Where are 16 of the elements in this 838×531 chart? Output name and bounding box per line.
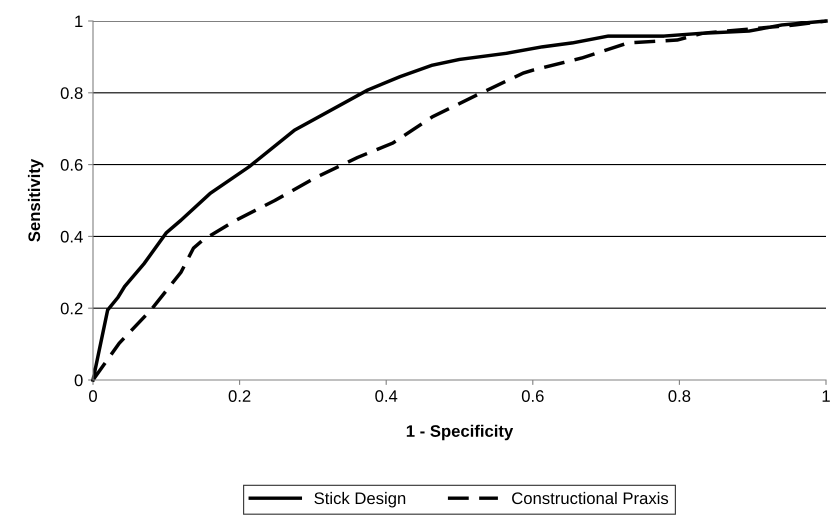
x-tick-label: 0.2 [228,390,250,402]
y-tick-label: 0.2 [60,302,82,314]
x-tick-label: 0.6 [522,390,544,402]
y-tick-label: 0.8 [60,87,83,100]
x-tick-label: 0.4 [375,390,398,402]
y-tick-label: 0.4 [60,230,83,243]
y-axis-title: Sensitivity [28,158,44,242]
legend-label: Stick Design [314,492,406,508]
legend-label: Constructional Praxis [512,492,668,504]
x-tick-label: 0.8 [668,390,690,402]
y-tick-label: 0 [74,374,83,386]
y-tick-label: 0.6 [60,159,83,171]
x-tick-label: 1 [822,390,830,402]
y-tick-label: 1 [75,16,82,28]
x-tick-label: 0 [89,390,97,402]
x-axis-title: 1 - Specificity [406,424,514,440]
